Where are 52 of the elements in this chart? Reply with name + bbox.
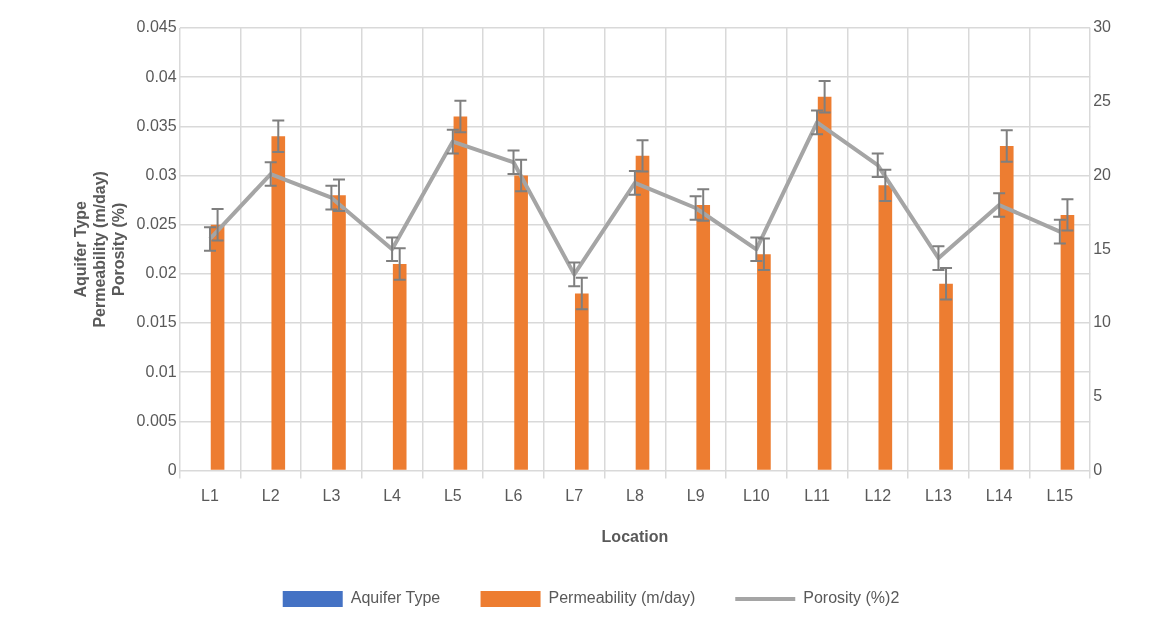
x-tick-label: L12 (864, 486, 892, 504)
x-tick-label: L8 (626, 486, 644, 504)
y-tick-label: 0.04 (145, 67, 177, 85)
legend-label: Permeability (m/day) (548, 589, 696, 607)
x-axis-title: Location (601, 527, 669, 545)
x-tick-label: L13 (925, 486, 952, 504)
bar (574, 293, 589, 470)
bar (999, 146, 1014, 470)
x-tick-label: L9 (686, 486, 705, 504)
y2-tick-label: 25 (1093, 92, 1112, 110)
y2-tick-label: 15 (1093, 239, 1112, 257)
y2-tick-label: 5 (1093, 387, 1103, 405)
x-tick-label: L5 (443, 486, 462, 504)
bar (210, 224, 225, 470)
y2-tick-label: 30 (1093, 18, 1112, 36)
legend-label: Aquifer Type (350, 589, 441, 607)
y-tick-label: 0.045 (136, 18, 177, 36)
y-tick-label: 0.035 (136, 116, 177, 134)
x-tick-label: L10 (742, 486, 770, 504)
y-tick-label: 0.025 (136, 215, 177, 233)
bar (1060, 214, 1075, 470)
x-tick-label: L7 (565, 486, 584, 504)
bar (453, 116, 468, 470)
x-tick-label: L14 (985, 486, 1013, 504)
y-tick-label: 0.03 (145, 165, 177, 183)
x-tick-label: L3 (322, 486, 341, 504)
y-tick-label: 0.005 (136, 411, 177, 429)
bar (332, 195, 346, 470)
x-tick-label: L6 (504, 486, 523, 504)
x-tick-label: L1 (201, 486, 219, 504)
y-tick-label: 0 (167, 461, 177, 479)
y2-tick-label: 20 (1093, 165, 1112, 183)
y2-tick-label: 0 (1093, 461, 1103, 479)
bar (635, 155, 650, 470)
bar (271, 136, 286, 470)
bar (392, 264, 407, 470)
bar (939, 283, 953, 470)
y-tick-label: 0.02 (145, 264, 177, 282)
bar (757, 254, 771, 470)
bar (696, 205, 711, 470)
y-axis-title: Aquifer Type Permeability (m/day) Porosity (%) (72, 171, 128, 328)
y-tick-label: 0.01 (145, 362, 177, 380)
x-tick-label: L11 (804, 486, 830, 504)
bar (817, 96, 832, 470)
x-tick-label: L2 (261, 486, 280, 504)
legend-label: Porosity (%)2 (803, 589, 900, 607)
bar (878, 185, 893, 470)
x-tick-label: L15 (1046, 486, 1074, 504)
bar (514, 175, 528, 470)
y2-tick-label: 10 (1093, 313, 1112, 331)
y-tick-label: 0.015 (136, 313, 177, 331)
x-tick-label: L4 (383, 486, 402, 504)
